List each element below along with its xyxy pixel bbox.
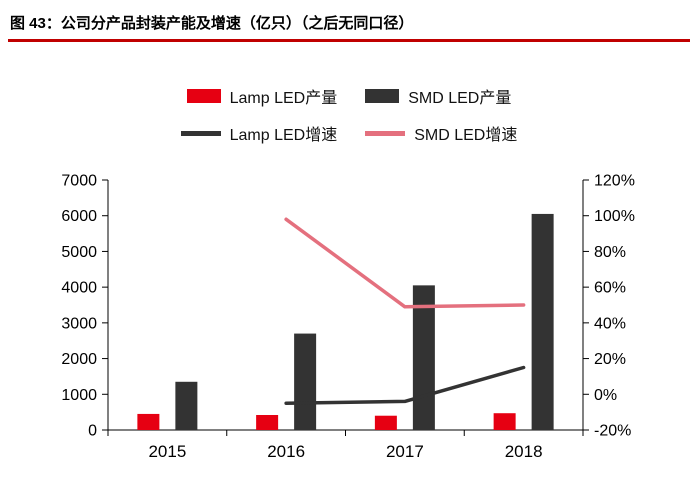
bar-series-smd-led: [175, 213, 554, 430]
capacity-growth-chart: 0 1000 2000 3000 4000 5000 6000 7000 -20% 0% 20% 40…: [61, 173, 635, 462]
bar: [294, 333, 317, 430]
bar: [137, 413, 160, 430]
x-axis-category-label: 2016: [267, 442, 305, 461]
legend-row-2: Lamp LED增速 SMD LED增速: [180, 121, 517, 145]
legend-line-swatch: [365, 130, 406, 136]
title-underline: [8, 39, 690, 42]
left-axis-tick-label: 1000: [61, 387, 97, 404]
left-axis-tick-label: 5000: [61, 244, 97, 261]
left-axis-tick-label: 2000: [61, 351, 97, 368]
bar: [493, 413, 516, 430]
bar: [374, 415, 397, 430]
x-axis-category-label: 2018: [505, 442, 543, 461]
legend-bar-swatch: [186, 89, 221, 103]
left-axis-tick-label: 4000: [61, 280, 97, 297]
right-axis-tick-label: 40%: [594, 315, 626, 332]
right-axis-tick-label: 80%: [594, 244, 626, 261]
left-axis-tick-label: 6000: [61, 208, 97, 225]
x-axis-category-label: 2015: [148, 442, 186, 461]
right-axis-tick-label: 100%: [594, 208, 635, 225]
bar: [175, 381, 198, 430]
growth-line-lamp-led: [284, 365, 526, 405]
legend-label: SMD LED增速: [414, 127, 518, 144]
legend-line-swatch: [180, 130, 221, 136]
x-axis-category-label: 2017: [386, 442, 424, 461]
figure-title: 图 43：公司分产品封装产能及增速（亿只）（之后无同口径）: [10, 15, 414, 32]
legend-item: SMD LED增速: [365, 121, 517, 145]
axes: [102, 179, 589, 436]
legend-item: Lamp LED增速: [180, 121, 338, 145]
left-axis-tick-label: 3000: [61, 315, 97, 332]
legend-row-1: Lamp LED产量 SMD LED产量: [186, 84, 511, 108]
right-axis-tick-label: -20%: [594, 423, 631, 440]
legend-label: Lamp LED增速: [229, 127, 338, 144]
legend-label: SMD LED产量: [408, 90, 512, 107]
legend-label: Lamp LED产量: [229, 90, 338, 107]
chart-legend: Lamp LED产量 SMD LED产量 Lamp LED增速 SMD LED增速: [0, 84, 698, 145]
bar: [256, 415, 279, 430]
growth-line-smd-led: [284, 217, 526, 309]
bar: [531, 213, 554, 430]
right-axis-tick-label: 120%: [594, 173, 635, 190]
right-axis-tick-label: 20%: [594, 351, 626, 368]
right-axis-tick-label: 60%: [594, 280, 626, 297]
legend-item: SMD LED产量: [365, 84, 511, 108]
right-axis-tick-label: 0%: [594, 387, 617, 404]
left-axis-tick-label: 7000: [61, 173, 97, 190]
legend-item: Lamp LED产量: [186, 84, 338, 108]
left-axis-tick-label: 0: [88, 423, 97, 440]
bar-series-lamp-led: [137, 413, 516, 430]
legend-bar-swatch: [365, 89, 400, 103]
